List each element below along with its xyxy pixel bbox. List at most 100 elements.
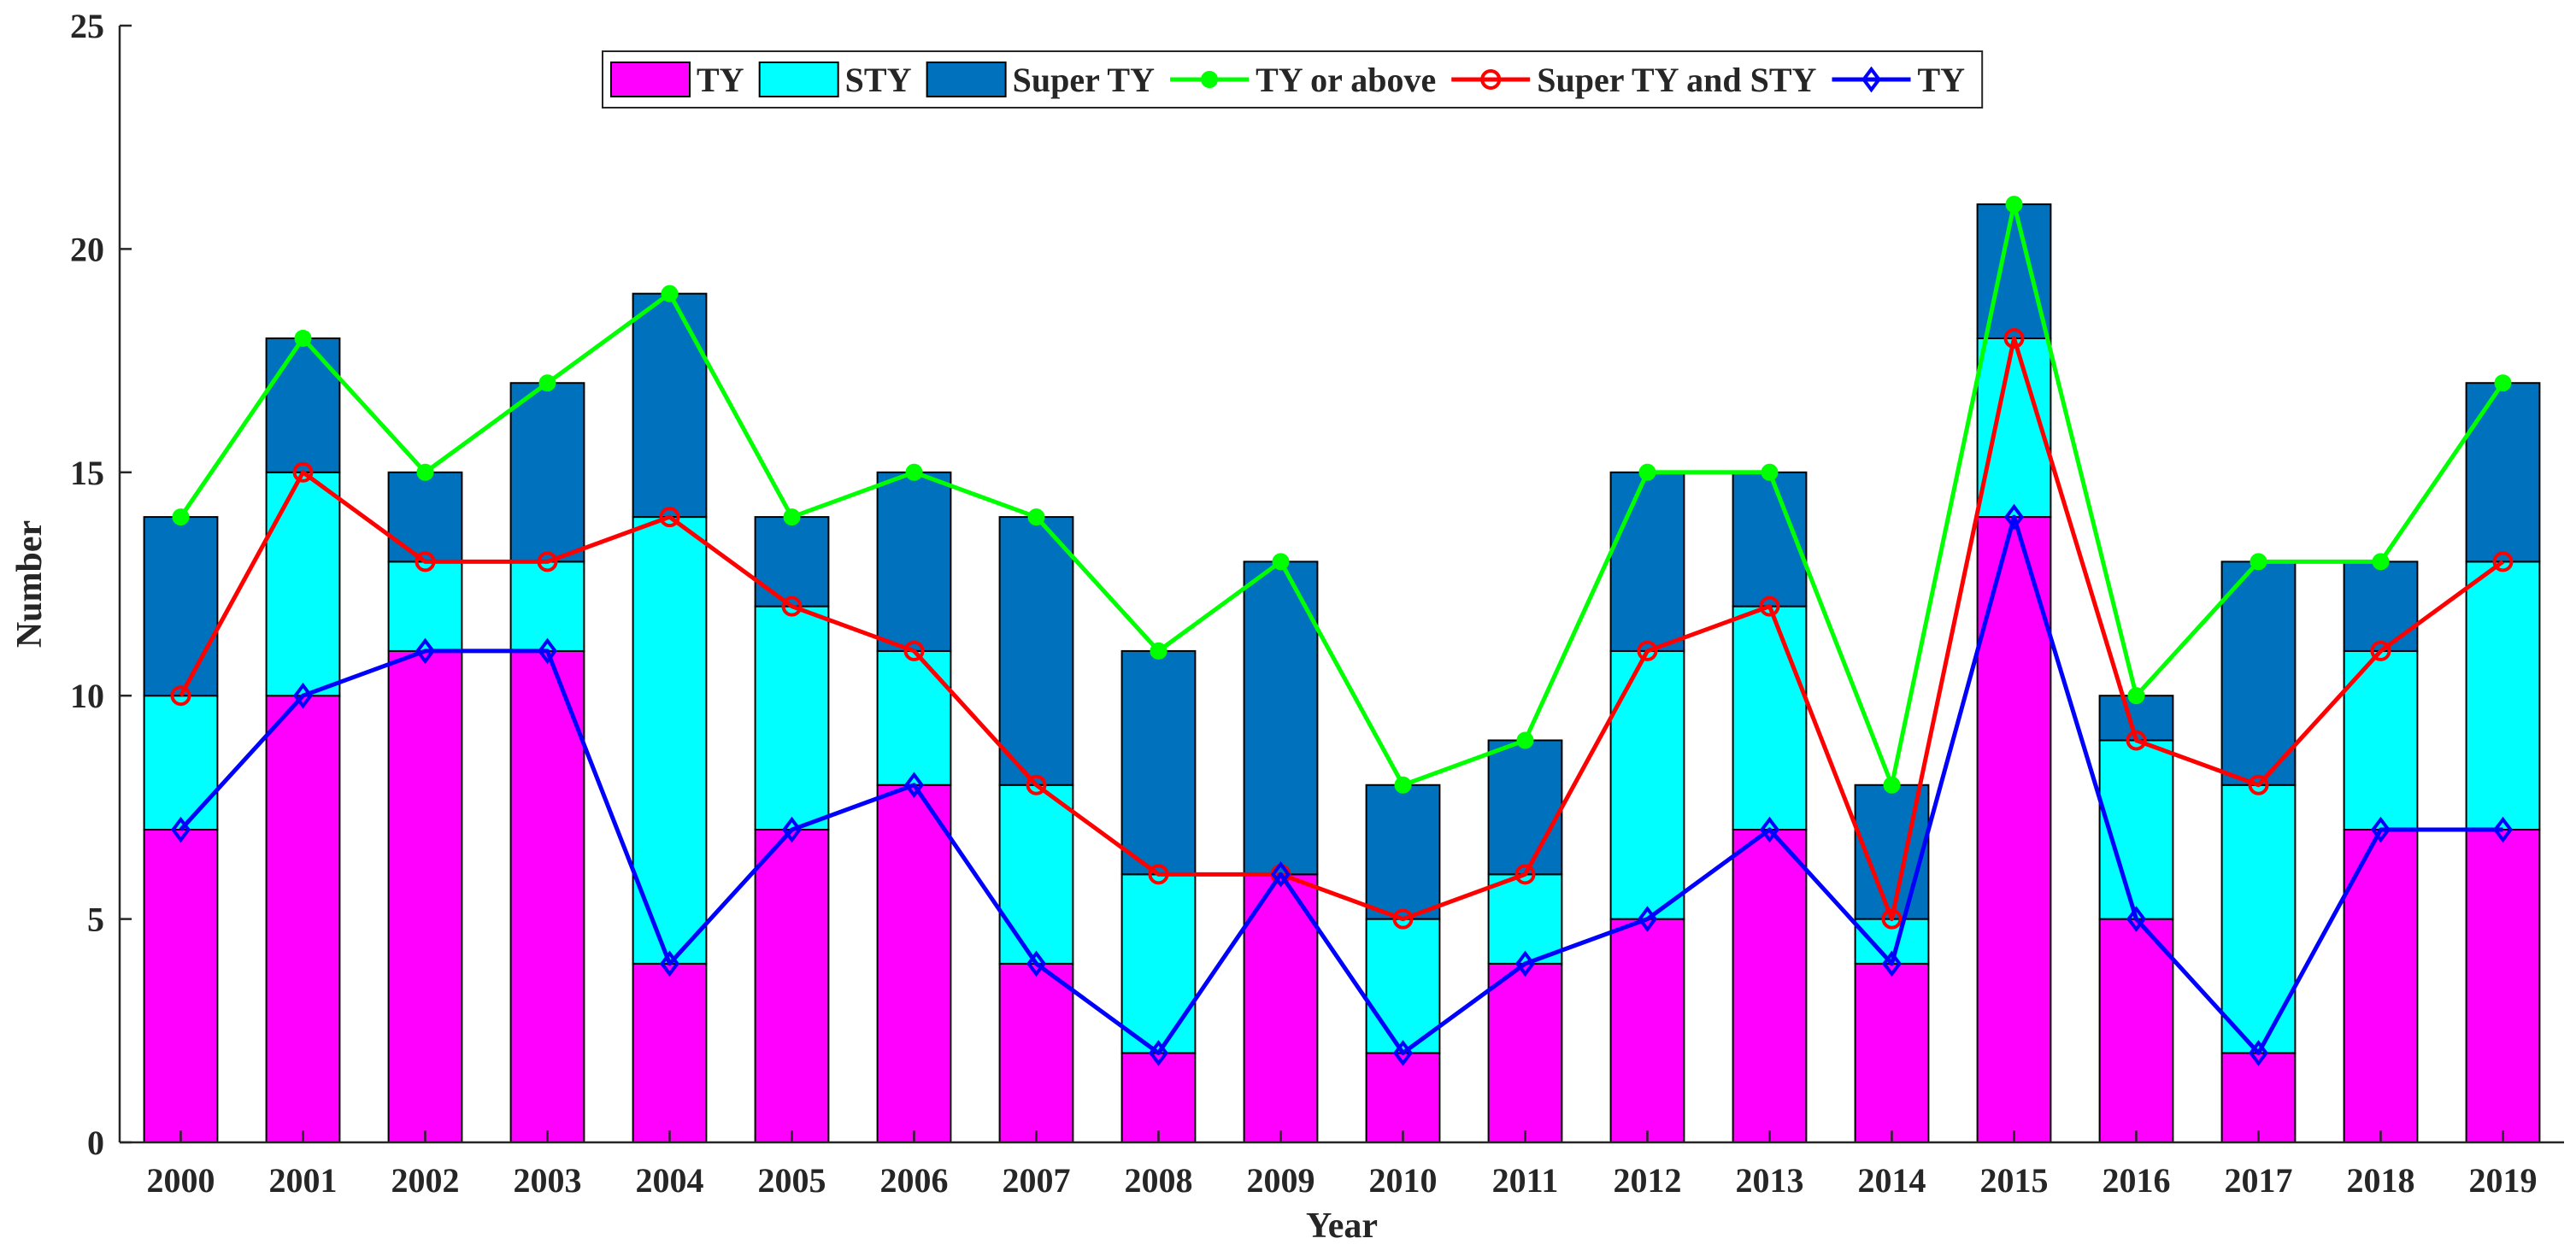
marker-ty-or-above-2011 bbox=[1516, 731, 1534, 749]
bar-ty-2009 bbox=[1243, 873, 1319, 1143]
marker-ty-2009 bbox=[1270, 860, 1291, 888]
x-tick-label-2011: 2011 bbox=[1492, 1161, 1559, 1200]
bar-sty-2000 bbox=[143, 695, 219, 831]
legend-label-ty-bar: TY bbox=[697, 61, 744, 99]
line-ty-or-above bbox=[179, 202, 2505, 788]
legend-marker-super-ty-and-sty-line bbox=[1480, 69, 1502, 90]
marker-super-ty-and-sty-2018 bbox=[2370, 640, 2391, 661]
legend-label-ty-or-above-line: TY or above bbox=[1256, 61, 1436, 99]
marker-ty-or-above-2012 bbox=[1638, 463, 1656, 481]
bar-sty-2005 bbox=[754, 605, 830, 831]
x-tick-label-2003: 2003 bbox=[514, 1161, 582, 1200]
marker-ty-or-above-2005 bbox=[783, 508, 801, 526]
bar-super-ty-2005 bbox=[754, 516, 830, 607]
marker-ty-2005 bbox=[782, 816, 802, 843]
marker-ty-or-above-2000 bbox=[172, 508, 190, 526]
bar-ty-2010 bbox=[1365, 1052, 1441, 1143]
marker-super-ty-and-sty-2012 bbox=[1637, 640, 1658, 661]
marker-ty-or-above-2013 bbox=[1761, 463, 1779, 481]
marker-super-ty-and-sty-2017 bbox=[2248, 774, 2269, 795]
y-ticks: 0 5 10 15 20 25 bbox=[70, 7, 132, 1162]
marker-super-ty-and-sty-2015 bbox=[2003, 327, 2025, 349]
marker-super-ty-and-sty-2001 bbox=[292, 461, 314, 483]
y-tick-label-25: 25 bbox=[70, 7, 104, 45]
y-axis-label: Number bbox=[10, 520, 50, 648]
marker-ty-2003 bbox=[538, 637, 557, 665]
bar-super-ty-2006 bbox=[876, 471, 952, 652]
marker-ty-or-above-2002 bbox=[416, 463, 434, 481]
marker-super-ty-and-sty-2003 bbox=[537, 551, 558, 572]
marker-super-ty-and-sty-2010 bbox=[1392, 908, 1414, 930]
y-tick-label-15: 15 bbox=[70, 454, 104, 492]
marker-ty-2002 bbox=[415, 637, 435, 665]
legend-swatch-sty-bar bbox=[758, 62, 839, 97]
x-tick-label-2007: 2007 bbox=[1003, 1161, 1071, 1200]
marker-ty-or-above-2006 bbox=[905, 463, 923, 481]
bar-super-ty-2015 bbox=[1976, 203, 2052, 339]
marker-super-ty-and-sty-2014 bbox=[1881, 908, 1903, 930]
x-tick-label-2006: 2006 bbox=[880, 1161, 949, 1200]
x-tick-label-2010: 2010 bbox=[1369, 1161, 1438, 1200]
bar-ty-2011 bbox=[1487, 962, 1563, 1143]
bar-ty-2015 bbox=[1976, 516, 2052, 1143]
marker-super-ty-and-sty-2007 bbox=[1026, 774, 1047, 795]
bar-sty-2019 bbox=[2465, 561, 2541, 831]
marker-ty-or-above-2017 bbox=[2250, 553, 2267, 571]
bar-super-ty-2011 bbox=[1487, 739, 1563, 876]
bar-super-ty-2009 bbox=[1243, 561, 1319, 876]
bar-super-ty-2002 bbox=[387, 471, 463, 563]
bar-sty-2002 bbox=[387, 561, 463, 652]
marker-ty-or-above-2010 bbox=[1394, 776, 1412, 794]
y-tick-label-10: 10 bbox=[70, 677, 104, 715]
marker-ty-2008 bbox=[1149, 1040, 1168, 1066]
bar-ty-2013 bbox=[1732, 829, 1808, 1143]
bar-sty-2016 bbox=[2098, 739, 2174, 920]
marker-ty-or-above-2015 bbox=[2005, 196, 2023, 214]
marker-ty-or-above-2018 bbox=[2372, 553, 2390, 571]
bar-ty-2018 bbox=[2343, 829, 2419, 1143]
marker-ty-2011 bbox=[1515, 950, 1535, 977]
marker-ty-or-above-2016 bbox=[2127, 687, 2145, 705]
y-tick-label-20: 20 bbox=[70, 230, 104, 268]
x-tick-label-2001: 2001 bbox=[269, 1161, 338, 1200]
bar-sty-2012 bbox=[1609, 649, 1685, 920]
bar-sty-2001 bbox=[265, 471, 341, 697]
marker-super-ty-and-sty-2004 bbox=[659, 507, 680, 528]
x-tick-label-2012: 2012 bbox=[1614, 1161, 1682, 1200]
legend-label-sty-bar: STY bbox=[845, 61, 912, 99]
line-ty bbox=[179, 514, 2503, 1055]
bar-ty-2012 bbox=[1609, 918, 1685, 1143]
legend-marker-ty-or-above-line bbox=[1201, 71, 1219, 88]
bar-ty-2019 bbox=[2465, 829, 2541, 1143]
marker-ty-or-above-2009 bbox=[1272, 553, 1290, 571]
bar-super-ty-2007 bbox=[998, 516, 1074, 786]
bar-super-ty-2010 bbox=[1365, 784, 1441, 920]
marker-ty-or-above-2008 bbox=[1150, 642, 1167, 660]
x-ticks: 2000 2001 2002 2003 2004 2005 2006 2007 2008 2009… bbox=[147, 1130, 2538, 1200]
bar-ty-2008 bbox=[1120, 1052, 1197, 1143]
legend-marker-ty-line bbox=[1861, 66, 1882, 93]
marker-ty-2010 bbox=[1393, 1040, 1413, 1066]
marker-ty-2017 bbox=[2249, 1040, 2268, 1066]
legend-swatch-super-ty-bar bbox=[926, 62, 1007, 97]
legend-swatch-ty-bar bbox=[610, 62, 691, 97]
marker-super-ty-and-sty-2000 bbox=[170, 685, 191, 707]
marker-ty-2019 bbox=[2493, 816, 2513, 843]
x-tick-label-2004: 2004 bbox=[636, 1161, 704, 1200]
bar-sty-2017 bbox=[2220, 784, 2297, 1054]
bar-ty-2004 bbox=[632, 962, 708, 1143]
marker-ty-2000 bbox=[171, 816, 191, 843]
legend-label-super-ty-bar: Super TY bbox=[1013, 61, 1155, 99]
x-tick-label-2002: 2002 bbox=[391, 1161, 460, 1200]
x-tick-label-2016: 2016 bbox=[2103, 1161, 2171, 1200]
bar-ty-2005 bbox=[754, 829, 830, 1143]
x-axis-label: Year bbox=[1306, 1206, 1378, 1246]
marker-ty-2013 bbox=[1760, 816, 1779, 843]
bar-super-ty-2008 bbox=[1120, 649, 1197, 876]
marker-ty-or-above-2001 bbox=[294, 329, 312, 347]
bar-super-ty-2001 bbox=[265, 337, 341, 473]
bar-super-ty-2012 bbox=[1609, 471, 1685, 652]
x-tick-label-2019: 2019 bbox=[2469, 1161, 2538, 1200]
bar-sty-2007 bbox=[998, 784, 1074, 965]
legend: TY STY Super TY TY or above Super TY and STY… bbox=[602, 50, 1984, 109]
